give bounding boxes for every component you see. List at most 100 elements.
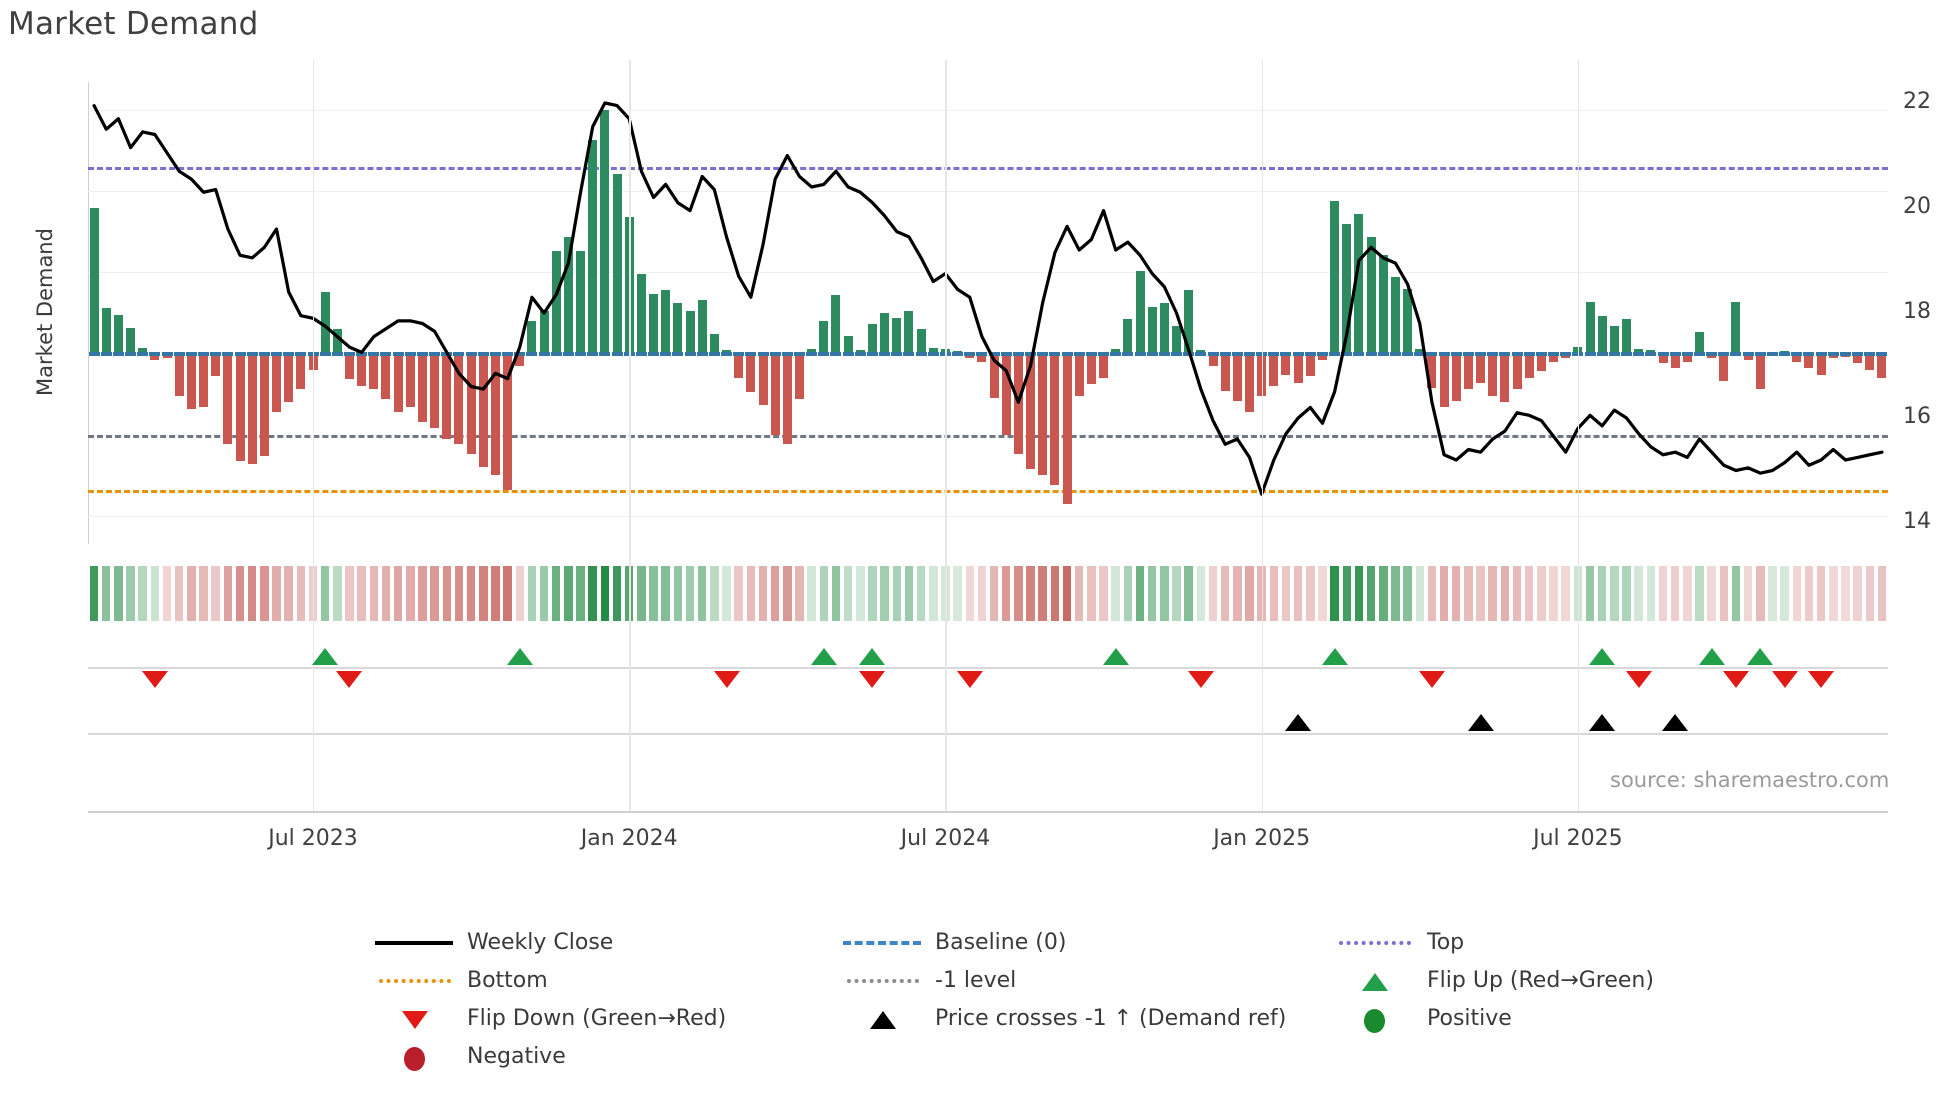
baseline-tick	[1207, 351, 1219, 356]
heatmap-cell	[1451, 566, 1461, 621]
baseline-tick	[1365, 351, 1377, 356]
flip-down-marker	[1187, 671, 1214, 688]
legend-item[interactable]: -1 level	[843, 968, 1016, 993]
demand-bar-negative	[989, 353, 999, 399]
x-tick-label: Jan 2024	[580, 826, 678, 851]
demand-bar-positive	[1634, 348, 1644, 354]
demand-bar-negative	[734, 353, 744, 378]
legend-item[interactable]: Baseline (0)	[843, 930, 1066, 955]
baseline-tick	[1195, 351, 1207, 356]
heatmap-cell	[1549, 566, 1558, 621]
heatmap-cell	[1695, 566, 1704, 621]
demand-bar-negative	[1074, 353, 1084, 396]
baseline-tick	[903, 351, 915, 356]
baseline-tick	[550, 351, 562, 356]
heatmap-cell	[466, 566, 476, 621]
heatmap-cell	[1464, 566, 1473, 621]
price-cross-marker	[1467, 714, 1494, 731]
legend-item[interactable]: Flip Up (Red→Green)	[1335, 968, 1654, 993]
heatmap-cell	[1561, 566, 1570, 621]
legend-item[interactable]: Positive	[1335, 1006, 1512, 1033]
baseline-tick	[562, 351, 574, 356]
legend-item[interactable]: Price crosses -1 ↑ (Demand ref)	[843, 1006, 1286, 1031]
demand-bar-negative	[1451, 353, 1461, 401]
heatmap-cell	[211, 566, 220, 621]
heatmap-cell	[588, 566, 597, 621]
heatmap-cell	[1415, 566, 1424, 621]
flip-down-marker	[141, 671, 168, 688]
price-cross-marker	[1662, 714, 1689, 731]
heatmap-cell	[1524, 566, 1534, 621]
heatmap-cell	[1646, 566, 1656, 621]
heatmap-cell	[953, 566, 962, 621]
heatmap-cell	[868, 566, 877, 621]
x-tick-label: Jul 2025	[1533, 826, 1623, 851]
legend-label: Bottom	[467, 968, 548, 993]
heatmap-cell	[1208, 566, 1218, 621]
legend-item[interactable]: Weekly Close	[375, 930, 613, 955]
baseline-tick	[854, 351, 866, 356]
demand-bar-negative	[977, 353, 987, 362]
heatmap-cell	[1147, 566, 1157, 621]
heatmap-cell	[1427, 566, 1437, 621]
heatmap-cell	[1269, 566, 1279, 621]
heatmap-cell	[138, 566, 147, 621]
heatmap-cell	[1780, 566, 1789, 621]
demand-bar-negative	[1220, 353, 1230, 391]
baseline-tick	[1742, 351, 1754, 356]
x-gridline	[945, 60, 947, 811]
demand-bar-negative	[344, 353, 354, 380]
x-tick-label: Jul 2023	[268, 826, 358, 851]
baseline-tick	[489, 351, 501, 356]
baseline-tick	[1706, 351, 1718, 356]
baseline-tick	[1426, 351, 1438, 356]
baseline-tick	[392, 351, 404, 356]
baseline-tick	[380, 351, 392, 356]
heatmap-cell	[783, 566, 792, 621]
baseline-tick	[1779, 351, 1791, 356]
heatmap-cell	[1330, 566, 1339, 621]
baseline-tick	[1304, 351, 1316, 356]
demand-bar-positive	[649, 293, 659, 354]
baseline-tick	[502, 351, 514, 356]
demand-bar-negative	[503, 353, 513, 490]
heatmap-cell	[272, 566, 281, 621]
baseline-tick	[1341, 351, 1353, 356]
flip-up-marker	[1747, 648, 1774, 665]
heatmap-cell	[1160, 566, 1169, 621]
demand-bar-negative	[259, 353, 269, 456]
baseline-tick	[866, 351, 878, 356]
legend-swatch	[375, 970, 453, 992]
demand-bar-negative	[381, 353, 391, 399]
heatmap-cell	[1123, 566, 1133, 621]
baseline-tick	[1657, 351, 1669, 356]
demand-bar-positive	[636, 274, 646, 354]
demand-bar-negative	[1719, 353, 1729, 382]
demand-bar-negative	[1281, 353, 1291, 375]
legend-item[interactable]: Flip Down (Green→Red)	[375, 1006, 726, 1031]
y-tick-label-right: 20	[1903, 194, 1931, 219]
y-tick-label-right: 14	[1903, 509, 1931, 534]
baseline-tick	[1548, 351, 1560, 356]
neg1-reference-line	[88, 434, 1888, 438]
heatmap-cell	[491, 566, 500, 621]
legend-item[interactable]: Top	[1335, 930, 1464, 955]
demand-bar-negative	[1269, 353, 1279, 386]
heatmap-cell	[1476, 566, 1485, 621]
baseline-tick	[1718, 351, 1730, 356]
baseline-tick	[915, 351, 927, 356]
bottom-reference-line	[88, 489, 1888, 493]
heatmap-cell	[150, 566, 160, 621]
heatmap-cell	[1853, 566, 1862, 621]
legend-item[interactable]: Negative	[375, 1044, 566, 1071]
demand-bar-positive	[1123, 319, 1133, 354]
demand-bar-negative	[284, 353, 294, 403]
demand-bar-negative	[746, 353, 756, 393]
heatmap-cell	[381, 566, 391, 621]
legend-label: Positive	[1427, 1006, 1512, 1031]
legend-label: Top	[1427, 930, 1465, 955]
legend-item[interactable]: Bottom	[375, 968, 548, 993]
flip-down-marker	[713, 671, 740, 688]
baseline-tick	[1864, 351, 1876, 356]
